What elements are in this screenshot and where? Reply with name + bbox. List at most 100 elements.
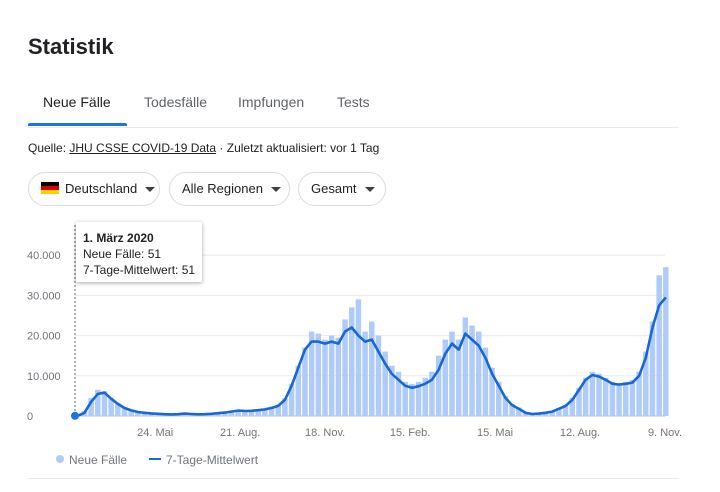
case-bar[interactable] — [135, 411, 141, 416]
bottom-divider — [28, 478, 679, 479]
tooltip-average: 7-Tage-Mittelwert: 51 — [83, 263, 196, 277]
case-bar[interactable] — [429, 371, 435, 416]
case-bar[interactable] — [489, 367, 495, 416]
case-bar[interactable] — [455, 339, 462, 416]
chart-tooltip: 1. März 2020 Neue Fälle: 51 7-Tage-Mitte… — [76, 222, 202, 282]
dropdown-arrow-icon — [364, 187, 375, 193]
tooltip-date: 1. März 2020 — [83, 231, 154, 245]
case-bar[interactable] — [335, 337, 342, 416]
case-bar[interactable] — [389, 365, 395, 416]
case-bar[interactable] — [348, 307, 355, 416]
case-bar[interactable] — [569, 397, 576, 416]
case-bar[interactable] — [589, 371, 596, 416]
case-bar[interactable] — [582, 377, 589, 416]
x-tick-label: 12. Aug. — [560, 427, 600, 439]
case-bar[interactable] — [556, 407, 562, 416]
case-bar[interactable] — [115, 403, 121, 416]
case-bar[interactable] — [295, 365, 302, 416]
case-bar[interactable] — [235, 409, 241, 416]
case-bar[interactable] — [509, 403, 515, 416]
cases-chart[interactable]: 0 10.000 20.000 30.000 40.000 24. Mai 21. Aug… — [0, 215, 720, 445]
case-bar[interactable] — [449, 331, 455, 416]
region-dropdown[interactable]: Alle Regionen — [169, 172, 290, 206]
case-bar[interactable] — [382, 351, 388, 416]
case-bar[interactable] — [622, 381, 629, 416]
case-bar[interactable] — [288, 383, 295, 416]
dropdown-arrow-icon — [270, 187, 281, 193]
case-bar[interactable] — [308, 331, 315, 416]
case-bar[interactable] — [395, 371, 402, 416]
source-line: Quelle: JHU CSSE COVID-19 Data · Zuletzt… — [28, 141, 379, 155]
case-bar[interactable] — [435, 355, 442, 416]
country-dropdown[interactable]: Deutschland — [28, 172, 160, 206]
case-bar[interactable] — [643, 351, 649, 416]
case-bar[interactable] — [442, 339, 449, 416]
case-bar[interactable] — [228, 411, 235, 416]
tab-tests[interactable]: Tests — [337, 94, 370, 110]
case-bar[interactable] — [248, 410, 255, 416]
case-bar[interactable] — [128, 409, 134, 416]
case-bar[interactable] — [649, 321, 656, 416]
case-bar[interactable] — [108, 397, 114, 416]
case-bar[interactable] — [369, 321, 375, 416]
region-label: Alle Regionen — [182, 181, 263, 196]
tab-vaccinations[interactable]: Impfungen — [238, 94, 305, 110]
case-bar[interactable] — [328, 335, 335, 416]
case-bar[interactable] — [502, 395, 509, 416]
line-legend-swatch — [149, 458, 161, 460]
case-bar[interactable] — [609, 381, 616, 416]
scope-dropdown[interactable]: Gesamt — [298, 172, 386, 206]
case-bar[interactable] — [268, 406, 275, 416]
case-bar[interactable] — [255, 409, 261, 416]
y-tick-label: 20.000 — [27, 331, 61, 343]
case-bar[interactable] — [409, 383, 415, 416]
case-bar[interactable] — [496, 381, 502, 416]
case-bar[interactable] — [636, 371, 642, 416]
active-tab-indicator — [28, 123, 127, 126]
case-bar[interactable] — [542, 412, 549, 416]
case-bar[interactable] — [375, 335, 382, 416]
case-bar[interactable] — [402, 381, 408, 416]
case-bar[interactable] — [121, 407, 128, 416]
y-tick-label: 0 — [27, 411, 33, 423]
case-bar[interactable] — [275, 404, 281, 416]
case-bar[interactable] — [482, 347, 489, 416]
case-bar[interactable] — [88, 397, 94, 416]
case-bar[interactable] — [262, 408, 268, 416]
case-bar[interactable] — [415, 381, 422, 416]
case-bar[interactable] — [222, 412, 228, 416]
scope-label: Gesamt — [311, 181, 357, 196]
case-bar[interactable] — [101, 391, 108, 416]
case-bar[interactable] — [596, 373, 602, 416]
case-bar[interactable] — [422, 377, 428, 416]
case-bar[interactable] — [562, 404, 569, 416]
case-bar[interactable] — [469, 325, 475, 416]
case-bar[interactable] — [342, 319, 348, 416]
case-bar[interactable] — [462, 317, 469, 416]
tab-deaths[interactable]: Todesfälle — [144, 94, 208, 110]
case-bar[interactable] — [282, 397, 288, 416]
case-bar[interactable] — [141, 412, 148, 416]
case-bar[interactable] — [315, 333, 322, 416]
case-bar[interactable] — [242, 410, 248, 416]
y-tick-label: 40.000 — [27, 250, 61, 262]
case-bar[interactable] — [663, 267, 669, 416]
case-bar[interactable] — [549, 411, 555, 416]
case-bar[interactable] — [616, 385, 622, 416]
case-bar[interactable] — [95, 389, 101, 416]
case-bar[interactable] — [302, 347, 308, 416]
case-bar[interactable] — [602, 377, 609, 416]
case-bar[interactable] — [629, 379, 636, 416]
country-label: Deutschland — [65, 181, 138, 196]
case-bar[interactable] — [656, 275, 662, 416]
source-prefix: Quelle: — [28, 141, 70, 155]
case-bar[interactable] — [475, 331, 482, 416]
case-bar[interactable] — [516, 407, 522, 416]
case-bar[interactable] — [576, 387, 582, 416]
tab-new-cases[interactable]: Neue Fälle — [43, 94, 111, 110]
case-bar[interactable] — [355, 299, 362, 416]
case-bar[interactable] — [362, 331, 368, 416]
case-bar[interactable] — [322, 339, 328, 416]
average-line — [77, 296, 667, 417]
source-link[interactable]: JHU CSSE COVID-19 Data — [69, 141, 217, 155]
